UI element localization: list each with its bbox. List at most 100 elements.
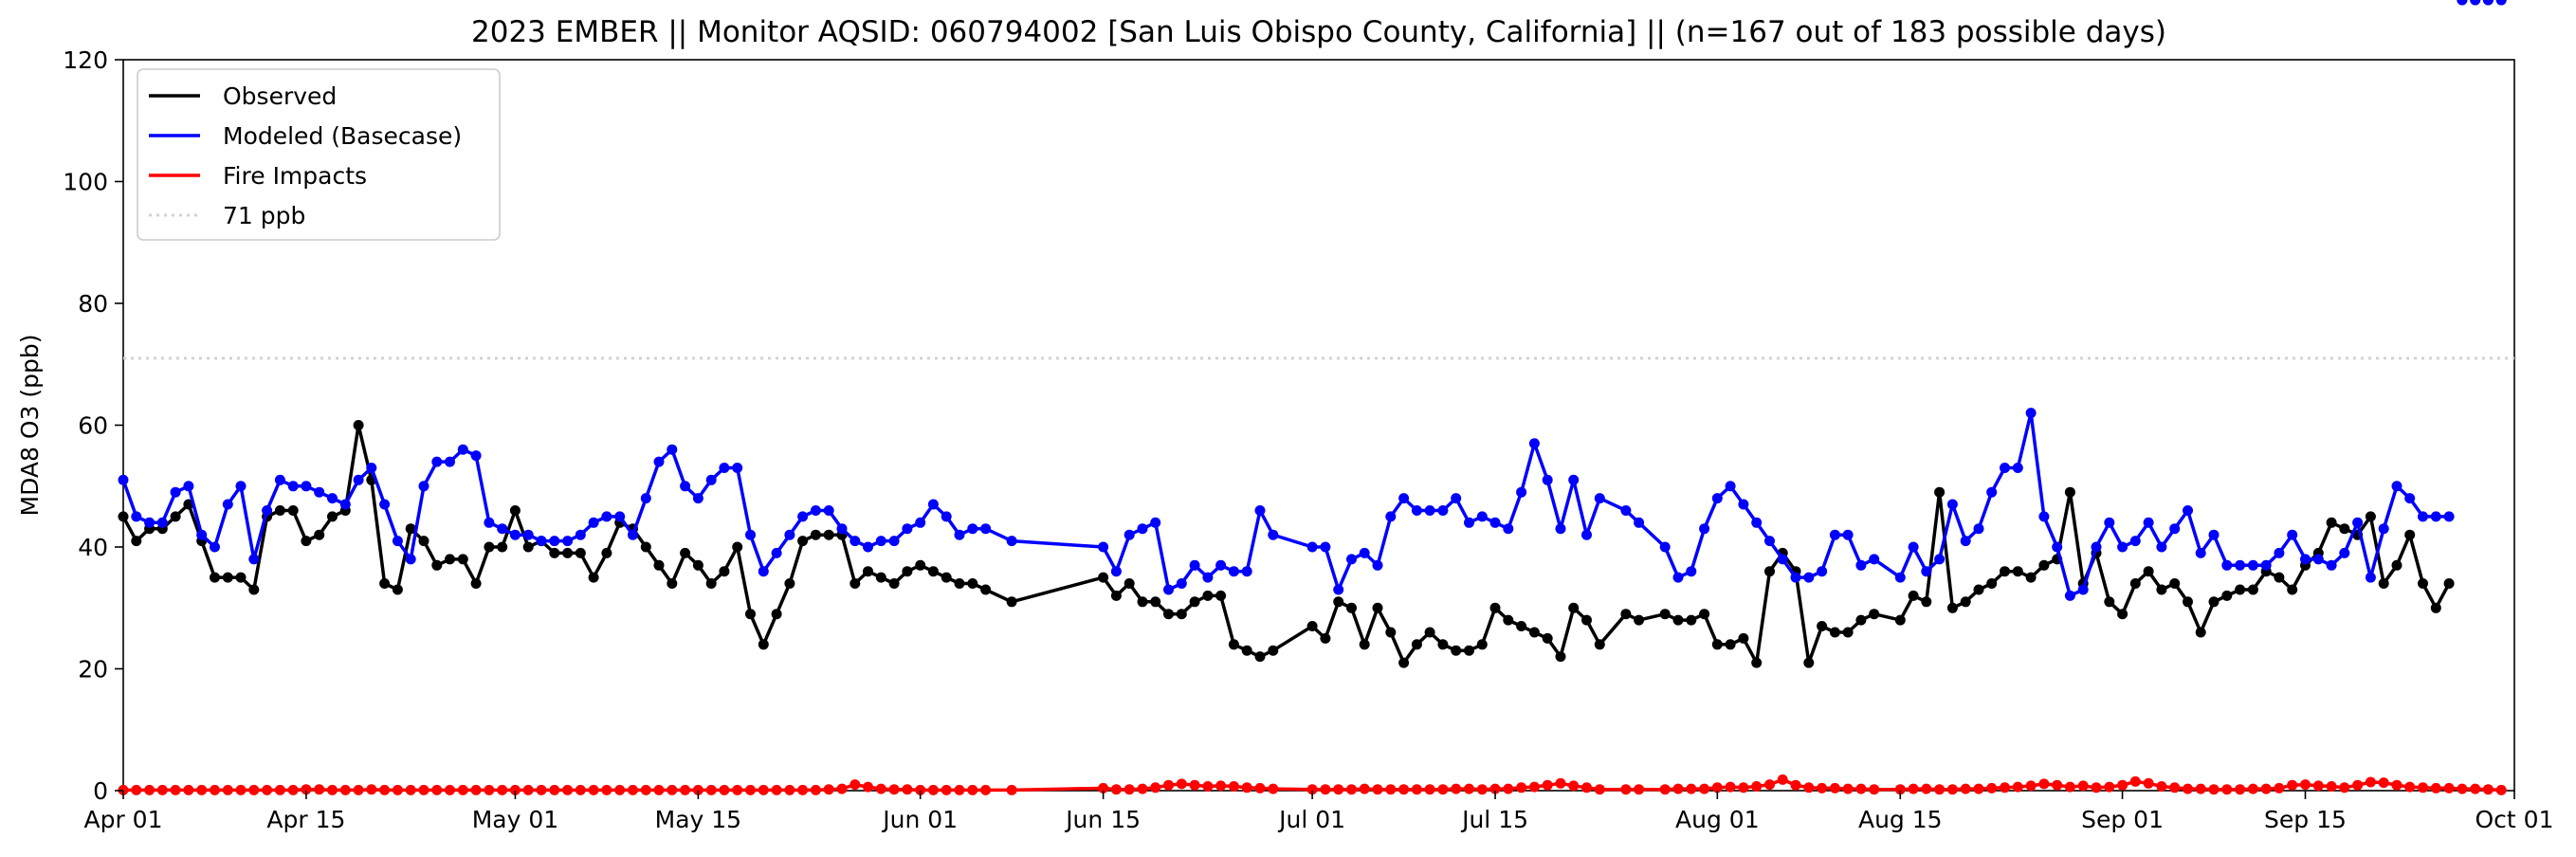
data-point-modeled-basecase	[797, 511, 809, 522]
data-point-observed	[1855, 614, 1867, 626]
data-point-fire-impacts	[1176, 778, 1187, 790]
data-point-observed	[2418, 578, 2428, 589]
data-point-modeled-basecase	[405, 554, 416, 565]
data-point-observed	[2208, 596, 2220, 608]
data-point-modeled-basecase	[1241, 566, 1252, 577]
data-point-modeled-basecase	[2183, 505, 2193, 516]
data-point-fire-impacts	[902, 784, 913, 795]
data-point-observed	[888, 578, 900, 589]
x-tick-label: May 01	[472, 806, 558, 833]
data-point-fire-impacts	[1006, 784, 1017, 795]
series-fire-impacts	[118, 774, 2507, 795]
data-point-fire-impacts	[588, 784, 599, 795]
data-point-observed	[771, 609, 782, 620]
data-point-observed	[2104, 596, 2115, 608]
data-point-observed	[1451, 645, 1462, 656]
data-point-observed	[680, 547, 691, 558]
data-point-modeled-basecase	[1842, 529, 1854, 540]
data-point-modeled-basecase	[1764, 536, 1775, 547]
data-point-observed	[653, 559, 665, 571]
data-point-modeled-basecase	[902, 523, 913, 535]
data-point-fire-impacts	[1254, 782, 1266, 793]
data-point-observed	[2012, 566, 2023, 577]
data-point-observed	[941, 572, 952, 583]
data-point-modeled-basecase	[118, 474, 129, 485]
data-point-fire-impacts	[1528, 781, 1540, 793]
data-point-fire-impacts	[2143, 777, 2154, 789]
data-point-observed	[1398, 657, 1410, 668]
data-point-fire-impacts	[1163, 779, 1174, 791]
data-point-fire-impacts	[941, 784, 952, 795]
data-point-observed	[470, 578, 482, 589]
data-point-fire-impacts	[927, 784, 939, 795]
data-point-fire-impacts	[1228, 781, 1239, 792]
x-tick-label: Aug 15	[1858, 806, 1943, 833]
data-point-modeled-basecase	[287, 481, 299, 492]
data-point-observed	[1150, 596, 1161, 608]
data-point-modeled-basecase	[183, 481, 194, 492]
data-point-observed	[522, 541, 534, 553]
data-point-observed	[222, 572, 233, 583]
data-point-observed	[1986, 578, 1998, 589]
data-point-fire-impacts	[405, 784, 416, 795]
data-point-observed	[1424, 627, 1435, 638]
data-point-modeled-basecase	[1372, 559, 1383, 571]
data-point-observed	[1581, 614, 1592, 626]
data-point-observed	[2287, 584, 2298, 595]
data-point-fire-impacts	[1542, 779, 1553, 791]
data-point-modeled-basecase	[1189, 559, 1200, 571]
data-point-observed	[1437, 639, 1449, 650]
data-point-fire-impacts	[235, 784, 247, 795]
data-point-fire-impacts	[719, 784, 730, 795]
data-point-fire-impacts	[680, 784, 691, 795]
data-point-observed	[1946, 602, 1958, 613]
data-point-fire-impacts	[1411, 784, 1422, 795]
data-point-modeled-basecase	[1790, 572, 1801, 583]
data-point-modeled-basecase	[653, 456, 665, 467]
data-point-fire-impacts	[1686, 783, 1697, 794]
data-point-observed	[210, 572, 220, 583]
y-tick-label: 120	[63, 46, 108, 74]
data-point-fire-impacts	[2404, 781, 2416, 793]
data-point-modeled-basecase	[1110, 566, 1122, 577]
legend: Observed Modeled (Basecase) Fire Impacts 71…	[137, 68, 501, 241]
data-point-fire-impacts	[262, 784, 273, 795]
data-point-fire-impacts	[692, 784, 703, 795]
data-point-modeled-basecase	[784, 529, 795, 540]
data-point-observed	[1672, 614, 1684, 626]
data-point-observed	[1528, 627, 1540, 638]
data-point-observed	[1110, 590, 1122, 601]
y-axis-label: MDA8 O3 (ppb)	[16, 335, 44, 517]
data-point-modeled-basecase	[2287, 529, 2298, 540]
data-point-modeled-basecase	[863, 541, 873, 553]
data-point-modeled-basecase	[144, 517, 155, 528]
data-point-fire-impacts	[810, 784, 821, 795]
data-point-observed	[927, 566, 939, 577]
x-axis: Apr 01 Apr 15 May 01 May 15 Jun 01 Jun 15 Jul …	[83, 791, 2553, 833]
data-point-observed	[588, 572, 599, 583]
data-point-modeled-basecase	[2104, 517, 2115, 528]
data-point-modeled-basecase	[2052, 541, 2063, 553]
data-point-fire-impacts	[1516, 782, 1527, 793]
data-point-observed	[902, 566, 913, 577]
data-point-observed	[1594, 639, 1605, 650]
data-point-observed	[392, 584, 403, 595]
data-point-observed	[1124, 578, 1135, 589]
data-point-observed	[1568, 602, 1580, 613]
data-point-fire-impacts	[640, 784, 651, 795]
data-point-fire-impacts	[2430, 782, 2441, 793]
data-point-fire-impacts	[1869, 784, 1880, 795]
data-point-observed	[1764, 566, 1775, 577]
data-point-modeled-basecase	[614, 511, 626, 522]
data-point-fire-impacts	[470, 784, 482, 795]
data-point-observed	[1163, 609, 1174, 620]
data-point-observed	[497, 541, 508, 553]
data-point-modeled-basecase	[156, 517, 168, 528]
data-point-observed	[2378, 578, 2389, 589]
data-point-fire-impacts	[2352, 779, 2364, 791]
data-point-observed	[1817, 621, 1828, 631]
x-tick-label: Aug 01	[1675, 806, 1760, 833]
data-point-fire-impacts	[327, 784, 338, 795]
data-point-observed	[170, 511, 181, 522]
data-point-fire-impacts	[2457, 783, 2468, 794]
